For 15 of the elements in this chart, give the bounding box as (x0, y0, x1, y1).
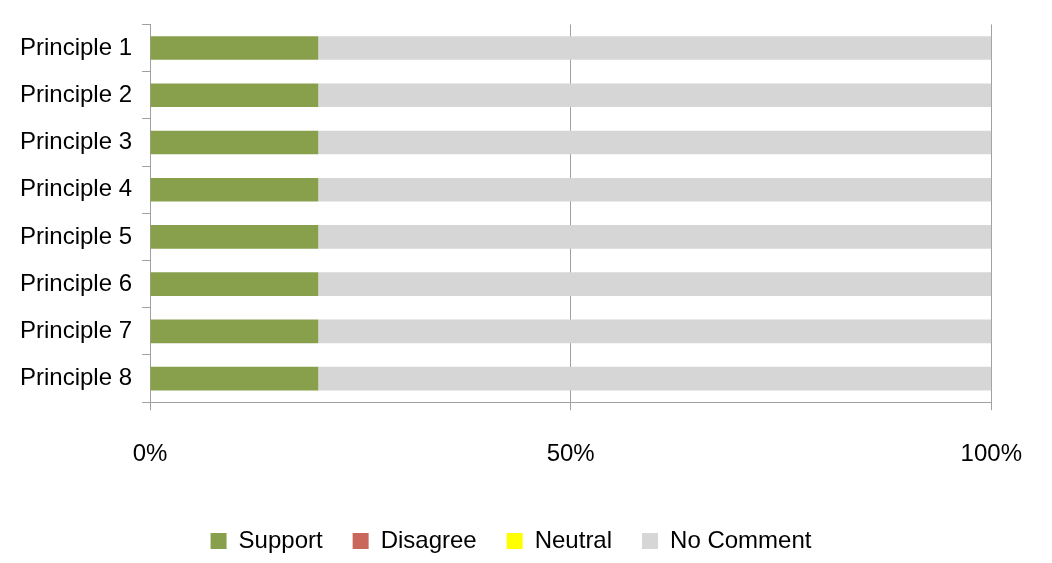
y-tick-label: Principle 4 (19, 174, 133, 202)
y-tick-label: Principle 2 (19, 79, 133, 107)
y-tick-label: Principle 3 (19, 127, 133, 155)
y-tick-label: Principle 6 (19, 268, 133, 296)
legend-label: Support (238, 525, 323, 553)
y-tick-label: Principle 7 (19, 315, 133, 343)
x-tick-label: 100% (960, 439, 1022, 467)
legend-label: No Comment (670, 525, 812, 553)
y-tick-label: Principle 1 (19, 32, 133, 60)
y-tick-label: Principle 8 (19, 363, 133, 391)
y-tick-label: Principle 5 (19, 221, 133, 249)
x-tick-label: 0% (132, 439, 168, 467)
legend-label: Neutral (534, 525, 613, 553)
legend-label: Disagree (380, 525, 477, 553)
x-tick-label: 50% (546, 439, 595, 467)
